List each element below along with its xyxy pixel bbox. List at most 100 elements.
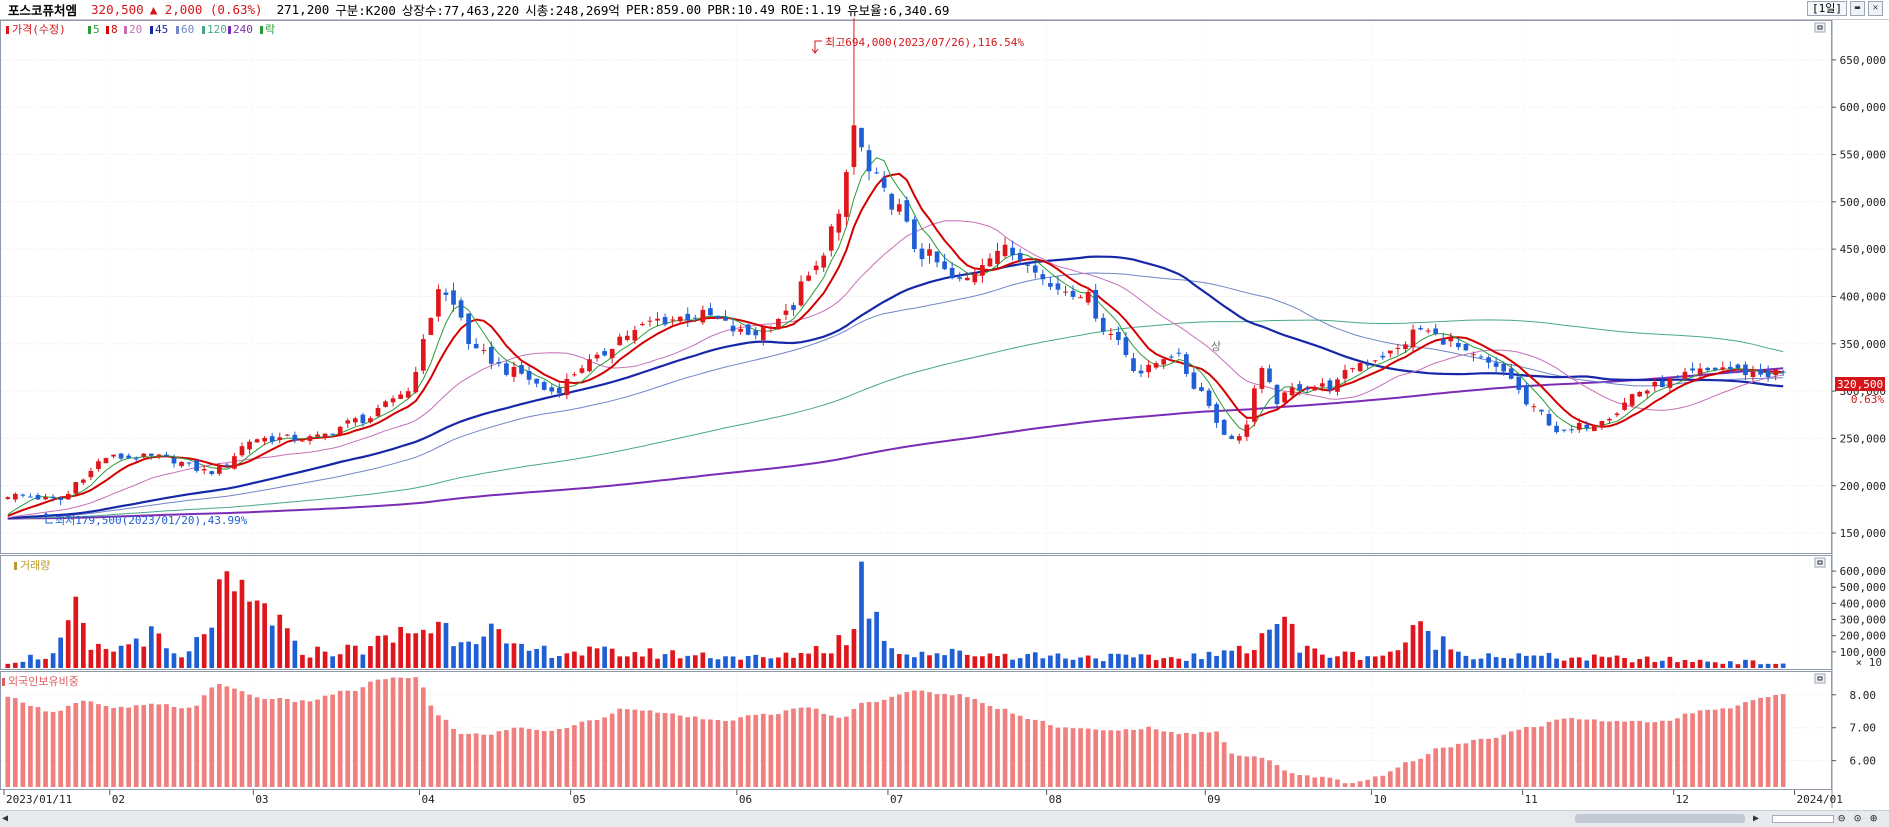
- foreign-bar: [640, 710, 645, 787]
- volume-bar: [1765, 663, 1771, 668]
- zoom-in-icon[interactable]: ⊕: [1870, 811, 1878, 825]
- foreign-bar: [1524, 726, 1529, 787]
- candle-body: [541, 382, 547, 390]
- volume-bar: [420, 629, 426, 668]
- candle-body: [1561, 429, 1567, 431]
- volume-bar: [1456, 651, 1461, 668]
- volume-bar: [1289, 623, 1295, 668]
- volume-bar: [851, 629, 857, 668]
- volume-bar: [12, 662, 18, 668]
- volume-bar: [413, 633, 419, 668]
- candle-body: [269, 436, 275, 442]
- candle-body: [224, 464, 230, 466]
- candle-body: [375, 407, 381, 417]
- foreign-bar: [50, 711, 56, 787]
- foreign-bar: [972, 698, 978, 787]
- stock-name[interactable]: 포스코퓨처엠: [8, 3, 78, 18]
- volume-bar: [670, 650, 675, 668]
- x-tick-label: 02: [112, 793, 125, 806]
- candle-body: [284, 434, 290, 436]
- zoom-out-icon[interactable]: ⊖: [1838, 811, 1846, 825]
- volume-bar: [405, 633, 411, 668]
- candle-body: [1584, 424, 1590, 428]
- candle-body: [368, 418, 373, 423]
- candle-body: [1236, 436, 1242, 441]
- foreign-bar: [345, 690, 351, 787]
- candle-body: [103, 458, 109, 464]
- foreign-bar: [322, 695, 328, 787]
- scroll-right-icon[interactable]: ▶: [1753, 813, 1760, 824]
- candle-body: [1531, 406, 1537, 408]
- volume-bar: [1539, 655, 1544, 668]
- foreign-bar: [1025, 719, 1031, 787]
- volume-bar: [337, 654, 343, 668]
- volume-bar: [171, 653, 177, 668]
- foreign-bar: [602, 717, 607, 787]
- volume-bar: [96, 643, 101, 668]
- volume-bar: [1040, 658, 1046, 668]
- x-tick-label: 07: [890, 793, 903, 806]
- volume-bar: [118, 645, 124, 668]
- minimize-icon[interactable]: ▬: [1850, 1, 1865, 16]
- annotations: 최고694,000(2023/07/26),116.54% 최저179,500(…: [42, 36, 1221, 527]
- foreign-bar: [481, 734, 487, 787]
- foreign-bar: [949, 695, 955, 787]
- candle-body: [405, 391, 411, 398]
- candle-body: [1100, 317, 1106, 332]
- foreign-bar: [564, 728, 570, 787]
- candle-body: [35, 494, 41, 500]
- volume-bar: [617, 656, 623, 668]
- foreign-bar: [942, 693, 947, 787]
- scroll-thumb[interactable]: [1575, 814, 1745, 823]
- candle-body: [383, 401, 388, 407]
- foreign-bar: [1244, 756, 1250, 787]
- candle-body: [1146, 364, 1151, 373]
- close-icon[interactable]: ✕: [1868, 1, 1883, 16]
- foreign-bar: [806, 707, 811, 787]
- candle-body: [28, 496, 33, 498]
- foreign-bar: [836, 717, 842, 787]
- candle-body: [1433, 328, 1439, 335]
- scroll-left-icon[interactable]: ◀: [2, 813, 9, 824]
- candle-body: [987, 258, 993, 267]
- x-tick-label: 2023/01/11: [6, 793, 72, 806]
- grid-lines: [1, 21, 1831, 789]
- price-panel-maximize-icon[interactable]: [1814, 22, 1826, 33]
- candle-body: [1418, 328, 1423, 330]
- volume-bar: [534, 648, 539, 668]
- foreign-bar: [1644, 722, 1650, 787]
- volume-panel-maximize-icon[interactable]: [1814, 557, 1826, 568]
- time-scrollbar[interactable]: ◀ ▶ ⊖ ⊙ ⊕: [0, 810, 1889, 827]
- foreign-bar: [556, 729, 562, 787]
- period-selector[interactable]: [1일]: [1807, 1, 1847, 16]
- candle-body: [1070, 290, 1076, 297]
- candle-body: [730, 325, 736, 332]
- candle-body: [307, 436, 313, 441]
- zoom-reset-icon[interactable]: ⊙: [1854, 811, 1862, 825]
- foreign-bar: [1274, 765, 1280, 787]
- foreign-bar: [1252, 756, 1257, 787]
- foreign-bar: [284, 698, 290, 787]
- zoom-slider[interactable]: [1772, 815, 1834, 823]
- volume-bar: [1425, 630, 1431, 668]
- price-tick-label: 150,000: [1840, 527, 1886, 540]
- candle-body: [1380, 355, 1386, 358]
- candle-body: [896, 204, 902, 212]
- foreign-bar: [1078, 728, 1083, 787]
- candle-body: [1463, 343, 1469, 351]
- foreign-bar: [1221, 742, 1227, 787]
- volume-bar: [216, 579, 222, 668]
- foreign-bar: [1433, 748, 1439, 787]
- foreign-panel-maximize-icon[interactable]: [1814, 673, 1826, 684]
- volume-bar: [300, 654, 305, 668]
- volume-bar: [201, 634, 207, 668]
- foreign-bar: [685, 717, 691, 787]
- foreign-bar: [5, 696, 11, 787]
- volume-bar: [277, 614, 283, 668]
- foreign-bar: [1214, 731, 1219, 787]
- volume-bar: [1758, 664, 1763, 668]
- foreign-bar: [1048, 725, 1053, 787]
- foreign-bar: [753, 714, 759, 787]
- volume-bar: [1214, 655, 1219, 668]
